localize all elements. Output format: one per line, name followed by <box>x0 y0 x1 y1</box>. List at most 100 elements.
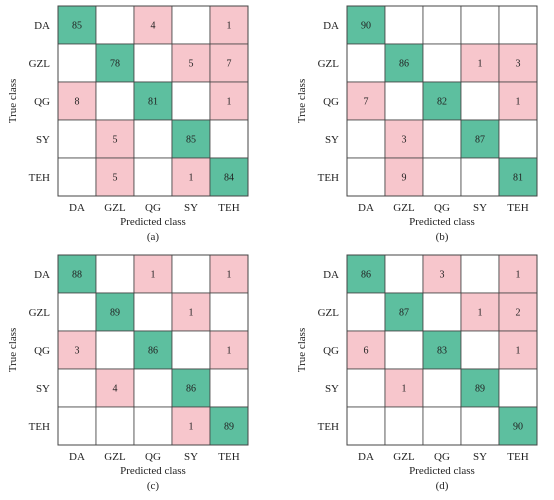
y-tick-label: DA <box>34 20 50 32</box>
cell-value-label: 1 <box>227 346 232 357</box>
x-tick-label: GZL <box>393 202 415 214</box>
y-tick-label: QG <box>323 345 339 357</box>
x-tick-label: TEH <box>218 451 239 463</box>
x-tick-label: SY <box>184 202 198 214</box>
cell-value-label: 1 <box>516 346 521 357</box>
x-axis-label: Predicted class <box>409 216 475 228</box>
matrix-cell <box>384 406 424 446</box>
cell-value-label: 7 <box>227 59 232 70</box>
cell-value-label: 3 <box>402 135 407 146</box>
y-axis-label: True class <box>7 79 19 124</box>
matrix-cell <box>384 5 424 45</box>
cell-value-label: 1 <box>189 173 194 184</box>
matrix-cell <box>171 81 211 121</box>
x-tick-label: TEH <box>507 202 528 214</box>
matrix-cell <box>57 157 97 197</box>
matrix-cell <box>133 368 173 408</box>
matrix-cell <box>384 368 424 408</box>
panel-c-confusion-matrix: 88 1 1 89 1 3 86 1 4 86 1 89 DA GZL QG SY TEH DA GZL QG SY TE… <box>7 254 249 492</box>
matrix-cell <box>133 43 173 83</box>
matrix-cell <box>498 254 538 294</box>
matrix-cell <box>422 43 462 83</box>
y-tick-label: SY <box>36 383 50 395</box>
cell-value-label: 89 <box>224 422 234 433</box>
cell-value-label: 1 <box>227 97 232 108</box>
y-tick-label: QG <box>34 345 50 357</box>
matrix-cell <box>384 330 424 370</box>
cell-value-label: 5 <box>113 173 118 184</box>
cell-value-label: 6 <box>364 346 369 357</box>
x-axis-label: Predicted class <box>120 216 186 228</box>
matrix-cell <box>95 254 135 294</box>
y-tick-label: GZL <box>318 58 340 70</box>
y-tick-label: DA <box>34 269 50 281</box>
cell-value-label: 1 <box>516 97 521 108</box>
cell-value-label: 3 <box>440 270 445 281</box>
cell-value-label: 3 <box>516 59 521 70</box>
cell-value-label: 90 <box>513 422 523 433</box>
matrix-cell <box>133 5 173 45</box>
matrix-cell <box>171 368 211 408</box>
matrix-cell <box>498 5 538 45</box>
x-tick-label: TEH <box>507 451 528 463</box>
matrix-cell <box>57 368 97 408</box>
matrix-cell <box>95 292 135 332</box>
cell-value-label: 1 <box>227 270 232 281</box>
matrix-border <box>57 5 249 197</box>
y-axis-label: True class <box>7 328 19 373</box>
matrix-cell <box>95 81 135 121</box>
matrix-cell <box>498 119 538 159</box>
matrix-border <box>346 254 538 446</box>
y-tick-label: GZL <box>29 307 51 319</box>
matrix-cell <box>57 5 97 45</box>
matrix-cell <box>384 254 424 294</box>
cell-value-label: 2 <box>516 308 521 319</box>
x-tick-label: SY <box>184 451 198 463</box>
y-tick-label: DA <box>323 20 339 32</box>
matrix-cell <box>498 81 538 121</box>
cell-value-label: 8 <box>75 97 80 108</box>
matrix-cell <box>57 43 97 83</box>
y-tick-label: TEH <box>318 172 339 184</box>
cell-value-label: 4 <box>113 384 118 395</box>
matrix-cell <box>422 330 462 370</box>
matrix-cell <box>133 406 173 446</box>
cell-value-label: 82 <box>437 97 447 108</box>
matrix-cell <box>460 406 500 446</box>
panel-d-confusion-matrix: 86 3 1 87 1 2 6 83 1 1 89 90 DA GZL QG SY TEH DA GZL QG SY TE… <box>296 254 538 492</box>
matrix-cell <box>422 292 462 332</box>
matrix-cell <box>95 368 135 408</box>
cell-value-label: 1 <box>478 308 483 319</box>
matrix-cell <box>498 43 538 83</box>
matrix-cell <box>133 292 173 332</box>
cell-value-label: 87 <box>475 135 485 146</box>
cell-value-label: 87 <box>399 308 409 319</box>
x-tick-label: GZL <box>393 451 415 463</box>
x-tick-label: SY <box>473 202 487 214</box>
y-tick-label: GZL <box>318 307 340 319</box>
matrix-cell <box>384 292 424 332</box>
panel-caption: (a) <box>147 231 160 243</box>
cell-value-label: 83 <box>437 346 447 357</box>
cell-value-label: 89 <box>475 384 485 395</box>
x-tick-label: DA <box>358 451 374 463</box>
x-tick-label: DA <box>69 202 85 214</box>
matrix-cell <box>209 292 249 332</box>
matrix-cell <box>95 406 135 446</box>
x-axis-label: Predicted class <box>409 465 475 477</box>
cell-value-label: 9 <box>402 173 407 184</box>
matrix-cell <box>346 330 386 370</box>
matrix-cell <box>95 330 135 370</box>
matrix-cell <box>346 43 386 83</box>
panel-caption: (c) <box>147 480 160 492</box>
matrix-cell <box>460 254 500 294</box>
matrix-cell <box>171 330 211 370</box>
matrix-border <box>57 254 249 446</box>
cell-value-label: 1 <box>151 270 156 281</box>
matrix-cell <box>133 157 173 197</box>
matrix-cell <box>133 119 173 159</box>
matrix-border <box>346 5 538 197</box>
y-tick-label: SY <box>325 134 339 146</box>
